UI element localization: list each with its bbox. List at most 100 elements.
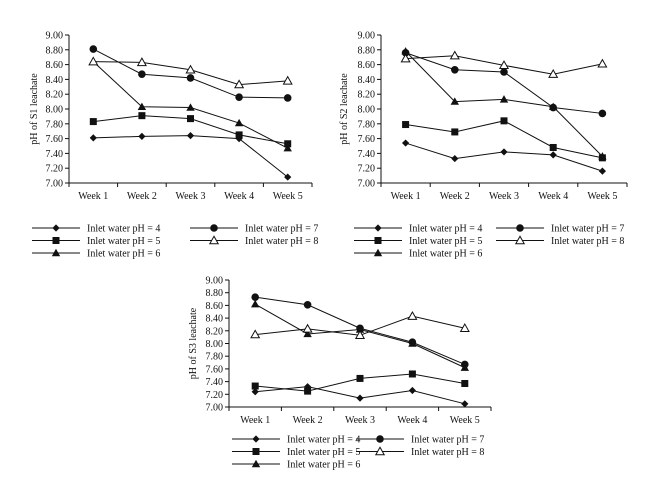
y-tick-label: 8.00 (46, 105, 64, 116)
data-point (356, 324, 364, 333)
data-point (251, 299, 260, 308)
legend-item: Inlet water pH = 4 (232, 435, 360, 446)
legend-item: Inlet water pH = 6 (354, 249, 482, 260)
y-tick-label: 8.20 (46, 90, 64, 101)
data-point (250, 329, 261, 339)
data-point (549, 143, 557, 151)
legend-label: Inlet water pH = 7 (245, 224, 318, 235)
x-tick-label: Week 5 (587, 191, 617, 202)
data-point (598, 167, 606, 175)
data-point (89, 45, 98, 53)
data-point (408, 338, 417, 347)
legend-item: Inlet water pH = 7 (496, 224, 624, 235)
data-point (235, 131, 243, 139)
y-tick-label: 9.00 (206, 276, 224, 287)
data-point (251, 293, 259, 301)
data-point (234, 79, 245, 89)
y-tick-label: 7.40 (358, 149, 376, 160)
legend-marker (251, 459, 261, 468)
y-tick-label: 8.20 (358, 90, 376, 101)
y-tick-label: 9.00 (46, 31, 64, 42)
data-point (401, 48, 410, 57)
y-tick-label: 7.80 (46, 119, 64, 130)
y-tick-label: 8.40 (46, 75, 64, 86)
legend-item: Inlet water pH = 5 (232, 447, 360, 458)
legend-marker (373, 248, 383, 257)
data-point (282, 75, 293, 85)
data-point (303, 329, 312, 338)
data-point (500, 68, 508, 76)
y-tick-label: 7.00 (46, 179, 64, 190)
data-point (303, 300, 312, 309)
series-line-1 (93, 135, 289, 178)
y-tick-label: 8.60 (206, 301, 224, 312)
y-tick-label: 8.80 (358, 45, 376, 56)
y-tick-label: 7.60 (358, 134, 376, 145)
legend-label: Inlet water pH = 6 (87, 249, 160, 260)
y-axis-label: pH of S2 leachate (339, 73, 350, 145)
data-point (461, 400, 469, 408)
legend-item: Inlet water pH = 5 (354, 236, 482, 247)
y-tick-label: 8.80 (46, 45, 64, 56)
x-tick-label: Week 1 (78, 191, 108, 202)
data-point (449, 50, 460, 60)
data-point (407, 310, 418, 320)
legend-marker (374, 237, 382, 244)
data-point (549, 151, 557, 159)
data-point (187, 115, 194, 123)
y-tick-label: 8.80 (206, 288, 224, 299)
data-point (597, 58, 608, 68)
y-tick-label: 7.20 (206, 390, 224, 401)
y-tick-label: 7.20 (46, 164, 64, 175)
data-point (186, 74, 195, 82)
legend-marker (252, 448, 260, 455)
legend-marker (514, 235, 526, 245)
x-tick-label: Week 3 (489, 191, 519, 202)
data-point (283, 94, 292, 102)
legend-label: Inlet water pH = 4 (287, 435, 360, 446)
legend-marker (374, 446, 386, 456)
x-tick-label: Week 2 (127, 191, 157, 202)
data-point (461, 380, 469, 388)
legend-marker (252, 435, 260, 443)
data-point (408, 370, 416, 378)
legend-label: Inlet water pH = 6 (409, 249, 482, 260)
data-point (354, 330, 366, 339)
x-tick-label: Week 1 (391, 191, 421, 202)
y-tick-label: 7.40 (46, 149, 64, 160)
y-tick-label: 8.00 (358, 105, 376, 116)
y-tick-label: 7.80 (358, 119, 376, 130)
data-point (284, 173, 292, 181)
y-tick-label: 7.00 (358, 179, 376, 190)
y-tick-label: 7.00 (206, 403, 224, 414)
data-point (137, 102, 147, 110)
legend-marker (52, 237, 60, 244)
y-tick-label: 8.20 (206, 326, 224, 337)
data-point (402, 139, 410, 147)
x-tick-label: Week 1 (240, 415, 270, 426)
x-tick-label: Week 5 (273, 191, 303, 202)
y-tick-label: 8.00 (206, 339, 224, 350)
data-point (598, 109, 607, 118)
y-tick-label: 8.40 (358, 75, 376, 86)
data-point (400, 53, 411, 63)
data-point (459, 323, 470, 332)
y-tick-label: 7.20 (358, 164, 376, 175)
chart-2: 7.00 7.20 7.40 7.60 7.80 8.00 8.20 8.40 8.60 8.80… (339, 31, 628, 260)
x-tick-label: Week 3 (175, 191, 205, 202)
data-point (138, 112, 146, 120)
x-tick-label: Week 4 (538, 191, 568, 202)
data-point (251, 382, 259, 390)
legend-marker (374, 224, 382, 232)
data-point (356, 394, 364, 402)
y-tick-label: 8.60 (358, 60, 376, 71)
data-point (408, 386, 416, 395)
data-point (451, 128, 459, 136)
legend-marker (376, 435, 384, 443)
data-point (500, 117, 508, 125)
data-point (185, 64, 196, 74)
legend-label: Inlet water pH = 7 (411, 435, 484, 446)
legend-item: Inlet water pH = 4 (354, 224, 482, 235)
